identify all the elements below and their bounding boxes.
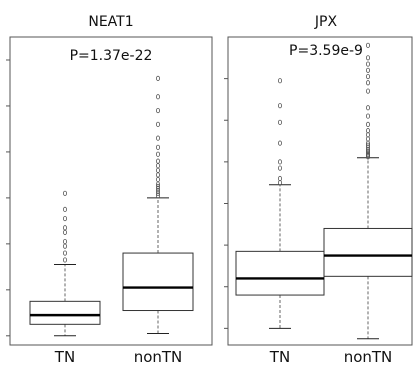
outlier-point bbox=[365, 113, 370, 119]
outlier-point bbox=[277, 78, 282, 84]
iqr-box bbox=[29, 300, 101, 325]
outlier-point bbox=[155, 94, 160, 100]
panel-neat1: NEAT1 P=1.37e-22 TN nonTN bbox=[6, 14, 213, 365]
outlier-point bbox=[277, 119, 282, 125]
outlier-point bbox=[155, 121, 160, 127]
outlier-point bbox=[63, 206, 68, 212]
panel-title: JPX bbox=[314, 14, 338, 30]
panel-title: NEAT1 bbox=[88, 14, 133, 30]
outlier-point bbox=[63, 190, 68, 196]
outlier-point bbox=[155, 151, 160, 157]
box-nontn bbox=[323, 42, 413, 340]
outlier-point bbox=[365, 61, 370, 67]
x-tick-label: nonTN bbox=[344, 348, 393, 365]
outlier-point bbox=[63, 250, 68, 256]
outlier-point bbox=[155, 144, 160, 150]
iqr-box bbox=[323, 227, 413, 277]
x-tick-label: nonTN bbox=[134, 348, 183, 365]
outlier-point bbox=[277, 159, 282, 165]
outlier-point bbox=[155, 107, 160, 114]
outlier-point bbox=[155, 158, 160, 164]
box-nontn bbox=[122, 75, 194, 335]
outlier-point bbox=[63, 215, 68, 222]
outlier-point bbox=[365, 105, 370, 111]
outlier-point bbox=[365, 55, 370, 61]
outlier-point bbox=[365, 73, 370, 80]
outlier-point bbox=[277, 165, 282, 171]
outlier-point bbox=[63, 238, 68, 245]
outlier-point bbox=[365, 88, 370, 94]
box-tn bbox=[235, 78, 325, 329]
y-tick-marks bbox=[224, 78, 228, 329]
plot-frame bbox=[227, 36, 413, 346]
iqr-box bbox=[122, 252, 194, 312]
outlier-point bbox=[277, 140, 282, 146]
y-tick-marks bbox=[6, 59, 10, 337]
outlier-point bbox=[365, 121, 370, 128]
box-tn bbox=[29, 190, 101, 337]
outlier-point bbox=[277, 103, 282, 109]
outlier-point bbox=[155, 75, 160, 81]
outlier-point bbox=[63, 225, 68, 231]
panel-jpx: JPX P=3.59e-9 TN nonTN bbox=[224, 14, 413, 365]
outlier-point bbox=[365, 128, 370, 134]
outlier-point bbox=[155, 135, 160, 141]
x-tick-label: TN bbox=[54, 348, 75, 365]
outlier-point bbox=[365, 142, 370, 148]
outlier-point bbox=[365, 42, 370, 48]
outlier-point bbox=[155, 183, 160, 190]
box-series bbox=[29, 75, 194, 337]
outlier-point bbox=[365, 80, 370, 86]
p-value-annotation: P=3.59e-9 bbox=[289, 43, 363, 59]
outlier-point bbox=[277, 175, 282, 182]
iqr-box bbox=[235, 250, 325, 296]
x-tick-label: TN bbox=[269, 348, 290, 365]
p-value-annotation: P=1.37e-22 bbox=[70, 48, 153, 64]
box-series bbox=[235, 42, 413, 340]
outlier-point bbox=[365, 67, 370, 73]
outlier-point bbox=[63, 257, 68, 263]
